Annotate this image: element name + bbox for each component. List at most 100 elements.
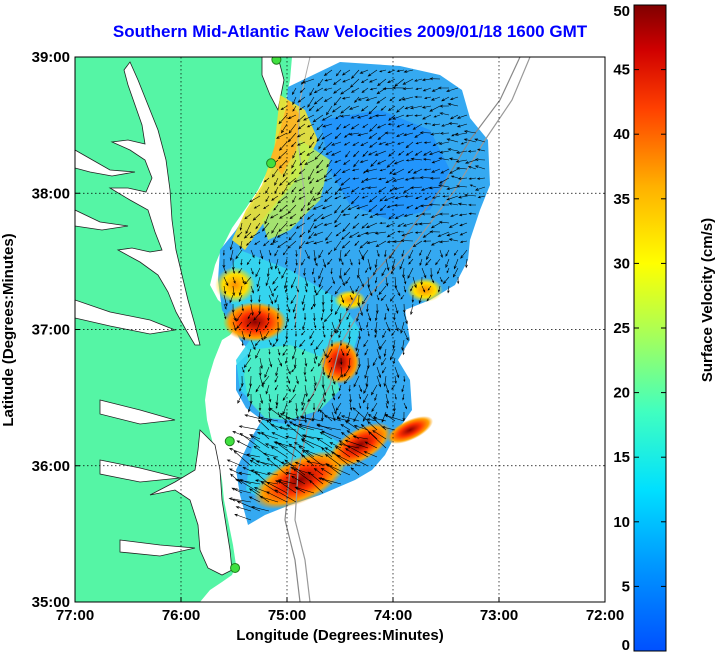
velocity-vector — [272, 339, 279, 348]
velocity-vector — [327, 366, 333, 379]
velocity-vector — [377, 132, 387, 140]
velocity-vector — [314, 150, 324, 161]
velocity-vector — [304, 357, 308, 367]
velocity-vector — [263, 330, 270, 340]
velocity-vector — [259, 330, 264, 342]
x-tick-label: 77:00 — [56, 607, 94, 624]
velocity-vector — [438, 157, 450, 161]
velocity-vector — [333, 168, 342, 177]
velocity-vector — [293, 442, 306, 449]
velocity-vector — [474, 138, 486, 143]
velocity-vector — [357, 294, 361, 307]
velocity-vector — [256, 276, 261, 288]
velocity-vector — [253, 312, 261, 321]
velocity-vector — [276, 132, 288, 139]
velocity-vector — [367, 258, 372, 271]
velocity-vector — [351, 168, 360, 172]
velocity-vector — [296, 141, 306, 146]
velocity-vector — [249, 195, 261, 203]
velocity-vector — [357, 132, 369, 137]
velocity-vector — [243, 231, 252, 239]
velocity-vector — [370, 159, 378, 168]
velocity-vector — [402, 222, 414, 227]
velocity-vector — [431, 195, 441, 199]
velocity-vector — [310, 339, 315, 346]
velocity-vector — [412, 123, 423, 130]
velocity-vector — [313, 231, 324, 236]
velocity-vector — [359, 69, 369, 74]
velocity-vector — [380, 357, 387, 366]
velocity-vector — [346, 339, 351, 350]
velocity-vector — [405, 159, 414, 162]
velocity-vector — [352, 222, 360, 229]
velocity-vector — [274, 258, 279, 270]
velocity-vector — [324, 78, 333, 82]
velocity-vector — [446, 231, 459, 237]
velocity-vector — [366, 321, 369, 328]
velocity-vector — [291, 186, 297, 193]
velocity-vector — [275, 393, 279, 406]
velocity-vector — [282, 348, 288, 357]
velocity-vector — [287, 114, 297, 120]
velocity-vector — [285, 357, 288, 364]
velocity-vector — [386, 159, 396, 168]
velocity-vector — [264, 321, 270, 329]
velocity-vector — [335, 114, 342, 120]
velocity-vector — [229, 249, 234, 262]
velocity-vector — [253, 445, 270, 458]
velocity-vector — [359, 159, 369, 163]
velocity-vector — [356, 267, 360, 279]
velocity-vector — [259, 375, 264, 388]
velocity-vector — [394, 78, 405, 87]
velocity-vector — [239, 240, 243, 250]
velocity-vector — [441, 123, 450, 127]
velocity-vector — [368, 132, 378, 139]
velocity-vector — [391, 384, 396, 390]
velocity-vector — [321, 132, 333, 140]
velocity-vector — [352, 177, 360, 180]
velocity-vector — [304, 249, 310, 260]
velocity-vector — [321, 303, 325, 313]
velocity-vector — [325, 150, 333, 155]
velocity-vector — [363, 451, 378, 458]
velocity-vector — [256, 431, 279, 440]
velocity-vector — [403, 375, 406, 383]
velocity-vector — [266, 457, 288, 476]
velocity-vector — [341, 231, 351, 241]
velocity-vector — [468, 212, 477, 215]
velocity-vector — [474, 158, 486, 162]
velocity-vector — [337, 186, 351, 191]
velocity-vector — [259, 393, 264, 405]
velocity-vector — [316, 123, 324, 131]
velocity-vector — [278, 159, 288, 169]
velocity-vector — [334, 204, 342, 214]
velocity-vector — [352, 150, 360, 158]
velocity-vector — [366, 303, 369, 313]
velocity-vector — [375, 240, 387, 247]
velocity-vector — [467, 166, 477, 170]
velocity-vector — [406, 123, 414, 127]
velocity-vector — [341, 168, 351, 173]
velocity-vector — [392, 411, 396, 418]
velocity-vector — [412, 168, 423, 174]
velocity-vector — [318, 477, 342, 485]
velocity-vector — [415, 141, 423, 145]
velocity-vector — [463, 138, 477, 143]
velocity-vector — [320, 213, 333, 220]
velocity-vector — [305, 240, 315, 245]
velocity-vector — [268, 249, 272, 256]
velocity-vector — [355, 339, 360, 352]
velocity-vector — [389, 249, 396, 259]
velocity-vector — [250, 285, 254, 294]
velocity-vector — [309, 330, 315, 340]
velocity-vector — [474, 165, 486, 170]
velocity-vector — [446, 267, 450, 274]
velocity-vector — [426, 294, 432, 302]
velocity-vector — [267, 303, 271, 312]
velocity-vector — [259, 495, 279, 503]
velocity-vector — [285, 285, 288, 293]
velocity-vector — [441, 96, 450, 102]
velocity-vector — [258, 403, 262, 412]
velocity-vector — [326, 159, 333, 168]
velocity-vector — [356, 231, 369, 237]
